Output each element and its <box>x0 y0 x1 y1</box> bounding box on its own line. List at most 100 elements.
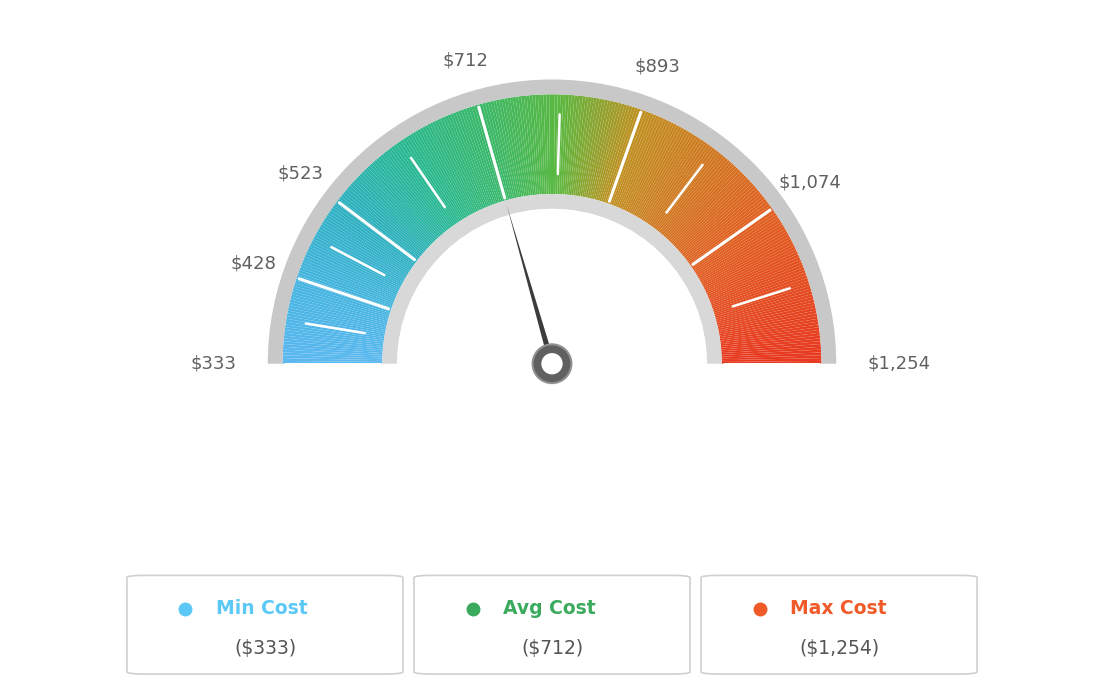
Text: $893: $893 <box>634 57 680 75</box>
Wedge shape <box>368 166 437 240</box>
Wedge shape <box>294 286 390 317</box>
Wedge shape <box>394 144 454 226</box>
Wedge shape <box>612 111 648 205</box>
Wedge shape <box>510 97 528 196</box>
Wedge shape <box>678 184 754 251</box>
Wedge shape <box>361 171 433 244</box>
Wedge shape <box>317 229 405 280</box>
Wedge shape <box>407 135 463 220</box>
Wedge shape <box>283 361 382 364</box>
Wedge shape <box>320 224 406 277</box>
Wedge shape <box>558 95 563 194</box>
Wedge shape <box>284 333 383 346</box>
FancyBboxPatch shape <box>127 575 403 674</box>
Wedge shape <box>447 115 488 207</box>
Wedge shape <box>715 288 811 318</box>
Wedge shape <box>679 186 756 253</box>
Wedge shape <box>501 99 522 197</box>
Wedge shape <box>599 105 630 201</box>
Wedge shape <box>435 120 480 211</box>
Wedge shape <box>290 297 388 323</box>
Wedge shape <box>720 327 819 342</box>
Wedge shape <box>325 217 410 273</box>
Wedge shape <box>326 215 411 271</box>
Wedge shape <box>523 95 537 195</box>
Wedge shape <box>711 267 805 304</box>
Wedge shape <box>287 310 385 332</box>
Wedge shape <box>450 113 489 206</box>
Wedge shape <box>618 115 659 208</box>
Wedge shape <box>623 119 667 210</box>
Wedge shape <box>332 206 415 266</box>
Wedge shape <box>284 341 383 351</box>
Wedge shape <box>399 141 457 224</box>
Wedge shape <box>572 96 586 195</box>
Wedge shape <box>341 194 421 258</box>
Wedge shape <box>627 122 675 213</box>
Wedge shape <box>605 108 638 203</box>
Wedge shape <box>353 179 428 249</box>
Wedge shape <box>702 237 790 285</box>
Wedge shape <box>713 280 809 313</box>
Wedge shape <box>535 95 543 195</box>
Wedge shape <box>615 113 654 206</box>
Wedge shape <box>329 210 413 268</box>
Wedge shape <box>429 122 477 213</box>
Wedge shape <box>309 244 400 290</box>
Wedge shape <box>651 146 713 228</box>
Wedge shape <box>291 291 389 319</box>
Wedge shape <box>401 139 458 224</box>
Wedge shape <box>541 95 546 194</box>
Wedge shape <box>643 136 699 221</box>
Wedge shape <box>420 128 470 216</box>
Wedge shape <box>432 121 478 212</box>
Wedge shape <box>721 333 820 346</box>
Wedge shape <box>297 275 392 310</box>
Wedge shape <box>712 275 807 310</box>
Text: $1,254: $1,254 <box>868 355 931 373</box>
Wedge shape <box>714 283 810 315</box>
Wedge shape <box>647 141 705 224</box>
Wedge shape <box>658 152 722 232</box>
Wedge shape <box>710 264 804 303</box>
Wedge shape <box>684 197 765 259</box>
Wedge shape <box>634 128 684 216</box>
Wedge shape <box>286 322 384 339</box>
Wedge shape <box>703 241 794 288</box>
Wedge shape <box>699 229 787 280</box>
Wedge shape <box>342 192 422 257</box>
Wedge shape <box>722 358 821 362</box>
Polygon shape <box>507 206 555 364</box>
Wedge shape <box>496 99 519 198</box>
Wedge shape <box>721 330 819 344</box>
Wedge shape <box>646 139 703 224</box>
Wedge shape <box>283 358 382 362</box>
Wedge shape <box>425 125 474 214</box>
Wedge shape <box>378 156 444 234</box>
Wedge shape <box>719 313 817 334</box>
Wedge shape <box>582 99 603 197</box>
Wedge shape <box>422 126 471 215</box>
Wedge shape <box>581 98 599 197</box>
Wedge shape <box>676 179 751 249</box>
Wedge shape <box>338 199 418 261</box>
Wedge shape <box>437 119 481 210</box>
Wedge shape <box>427 124 475 213</box>
Wedge shape <box>563 95 572 195</box>
Text: ($712): ($712) <box>521 639 583 658</box>
Wedge shape <box>305 254 397 296</box>
Wedge shape <box>294 283 390 315</box>
Wedge shape <box>546 95 550 194</box>
Text: ($333): ($333) <box>234 639 296 658</box>
Wedge shape <box>656 151 720 230</box>
Wedge shape <box>319 226 406 279</box>
Wedge shape <box>372 161 439 237</box>
Wedge shape <box>306 252 397 295</box>
Wedge shape <box>683 194 763 258</box>
Wedge shape <box>302 259 395 299</box>
Wedge shape <box>374 160 442 237</box>
Wedge shape <box>704 244 795 290</box>
Wedge shape <box>665 161 732 237</box>
Wedge shape <box>268 79 836 364</box>
Wedge shape <box>289 299 388 325</box>
